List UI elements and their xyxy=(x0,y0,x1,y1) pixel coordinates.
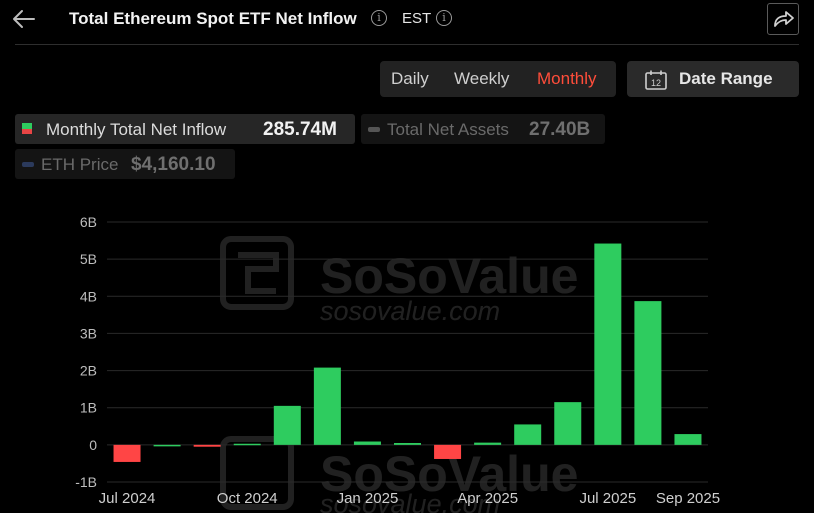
y-tick-label: 4B xyxy=(80,288,97,304)
legend-value: 27.40B xyxy=(529,119,591,140)
bar[interactable] xyxy=(514,424,542,445)
legend-value: 285.74M xyxy=(263,119,337,140)
y-axis: 6B 5B 4B 3B 2B 1B 0 -1B xyxy=(75,214,97,490)
y-tick-label: 2B xyxy=(80,363,97,379)
bar[interactable] xyxy=(113,444,141,462)
legend-label: ETH Price xyxy=(41,155,119,174)
bar[interactable] xyxy=(353,441,381,445)
legend-chip-eth-price[interactable]: ETH Price $4,160.10 xyxy=(15,149,235,179)
bar[interactable] xyxy=(554,402,582,445)
x-tick-label: Sep 2025 xyxy=(656,490,720,507)
legend-chip-net-inflow[interactable]: Monthly Total Net Inflow 285.74M xyxy=(15,114,355,144)
arrow-left-icon[interactable] xyxy=(10,6,38,32)
bar[interactable] xyxy=(394,443,421,445)
share-icon xyxy=(774,11,794,27)
bars xyxy=(113,243,702,462)
net-assets-swatch xyxy=(368,127,380,132)
bar[interactable] xyxy=(273,405,301,445)
bar[interactable] xyxy=(434,444,462,459)
legend-value: $4,160.10 xyxy=(131,154,216,175)
header-divider xyxy=(15,44,799,45)
bar[interactable] xyxy=(233,443,261,446)
watermark-logo xyxy=(220,236,294,310)
watermark-logo xyxy=(220,436,294,510)
watermark-brand: SoSoValue xyxy=(320,248,578,304)
watermark-url: sosovalue.com xyxy=(320,296,500,326)
bar[interactable] xyxy=(674,434,702,445)
eth-price-swatch xyxy=(22,162,34,167)
x-tick-label: Oct 2024 xyxy=(217,490,278,507)
calendar-icon: 12 xyxy=(645,70,667,90)
tab-daily[interactable]: Daily xyxy=(391,69,429,88)
x-axis: Jul 2024 Oct 2024 Jan 2025 Apr 2025 Jul 2025… xyxy=(99,490,720,507)
bar[interactable] xyxy=(193,444,221,447)
legend-chip-net-assets[interactable]: Total Net Assets 27.40B xyxy=(361,114,605,144)
bar[interactable] xyxy=(153,444,181,447)
bar[interactable] xyxy=(634,301,662,445)
legend-label: Total Net Assets xyxy=(387,120,509,139)
bar[interactable] xyxy=(474,442,502,445)
timezone-info-icon[interactable]: i xyxy=(436,10,452,26)
bar[interactable] xyxy=(594,243,622,445)
y-tick-label: 5B xyxy=(80,251,97,267)
info-icon[interactable]: i xyxy=(371,10,387,26)
bar-chart: SoSoValue sosovalue.com SoSoValue sosova… xyxy=(75,214,720,513)
x-tick-label: Apr 2025 xyxy=(457,490,518,507)
bar[interactable] xyxy=(313,367,341,445)
y-tick-label: 1B xyxy=(80,400,97,416)
timezone-label: EST xyxy=(402,10,432,27)
share-button[interactable] xyxy=(767,3,799,35)
y-tick-label: 0 xyxy=(89,437,97,453)
date-range-label: Date Range xyxy=(679,69,773,88)
legend-label: Monthly Total Net Inflow xyxy=(46,120,227,139)
date-range-button[interactable]: 12 Date Range xyxy=(627,61,799,97)
tab-monthly[interactable]: Monthly xyxy=(537,69,597,88)
tab-weekly[interactable]: Weekly xyxy=(454,69,510,88)
x-tick-label: Jan 2025 xyxy=(337,490,399,507)
page-title: Total Ethereum Spot ETF Net Inflow xyxy=(69,9,357,28)
watermark-url: sosovalue.com xyxy=(320,489,500,513)
inflow-swatch xyxy=(22,123,32,134)
interval-tabs: Daily Weekly Monthly xyxy=(380,61,616,97)
y-tick-label: 3B xyxy=(80,325,97,341)
x-tick-label: Jul 2025 xyxy=(579,490,636,507)
watermark: SoSoValue sosovalue.com SoSoValue sosova… xyxy=(220,236,578,513)
top-bar: Total Ethereum Spot ETF Net Inflow i EST… xyxy=(0,0,814,44)
calendar-day: 12 xyxy=(651,78,661,88)
x-tick-label: Jul 2024 xyxy=(99,490,156,507)
y-tick-label: 6B xyxy=(80,214,97,230)
y-tick-label: -1B xyxy=(75,474,97,490)
